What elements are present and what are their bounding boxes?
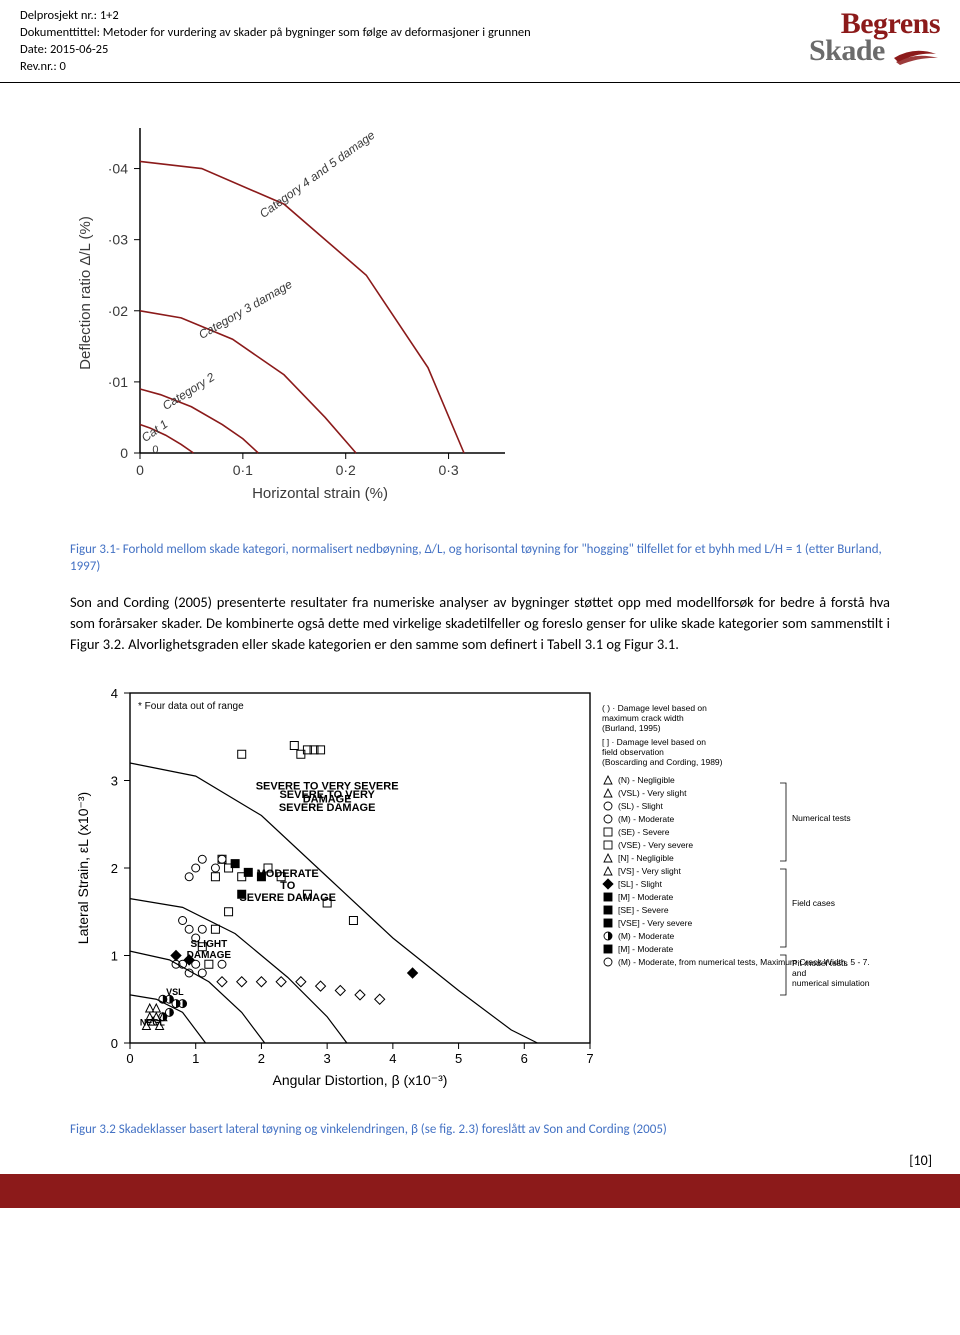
header-line-rev: Rev.nr.: 0: [20, 59, 531, 76]
svg-text:(Boscarding and Cording, 1989): (Boscarding and Cording, 1989): [602, 757, 723, 767]
svg-text:Angular Distortion, β (x10⁻³): Angular Distortion, β (x10⁻³): [273, 1072, 448, 1088]
fig31-caption: Figur 3.1- Forhold mellom skade kategori…: [70, 541, 890, 576]
header-meta: Delprosjekt nr.: 1+2 Dokumenttittel: Met…: [20, 8, 531, 76]
svg-text:Category 4 and 5 damage: Category 4 and 5 damage: [257, 127, 378, 220]
svg-text:7: 7: [586, 1051, 593, 1066]
page-footer-bar: [0, 1174, 960, 1208]
svg-text:MODERATE: MODERATE: [257, 867, 319, 879]
header-line-date: Date: 2015-06-25: [20, 42, 531, 59]
page-number: [10]: [909, 1152, 932, 1169]
fig32-caption: Figur 3.2 Skadeklasser basert lateral tø…: [70, 1121, 890, 1139]
svg-text:2: 2: [258, 1051, 265, 1066]
svg-text:numerical simulations: numerical simulations: [792, 978, 870, 988]
logo-bottom-text: Skade: [809, 37, 885, 64]
svg-text:maximum crack width: maximum crack width: [602, 713, 684, 723]
svg-text:·01: ·01: [108, 373, 128, 389]
svg-text:Horizontal strain (%): Horizontal strain (%): [252, 485, 388, 502]
svg-text:Deflection ratio Δ/L (%): Deflection ratio Δ/L (%): [77, 216, 94, 370]
header-line-title: Dokumenttittel: Metoder for vurdering av…: [20, 25, 531, 42]
svg-text:5: 5: [455, 1051, 462, 1066]
page-header: Delprosjekt nr.: 1+2 Dokumenttittel: Met…: [0, 0, 960, 83]
svg-text:Cat 1: Cat 1: [139, 416, 171, 444]
svg-text:·03: ·03: [108, 231, 128, 247]
svg-text:and: and: [792, 968, 806, 978]
svg-text:(M) - Moderate: (M) - Moderate: [618, 814, 674, 824]
svg-text:Numerical tests: Numerical tests: [792, 813, 851, 823]
svg-text:1: 1: [192, 1051, 199, 1066]
svg-text:Lateral Strain, εL (x10⁻³): Lateral Strain, εL (x10⁻³): [75, 791, 91, 943]
svg-text:field observation: field observation: [602, 747, 664, 757]
svg-text:* Four data out of range: * Four data out of range: [138, 701, 244, 712]
svg-text:[SL] - Slight: [SL] - Slight: [618, 879, 663, 889]
fig32-chart: 0 1 2 3 4 5 6 7 0 1 2 3 4 Angular Distortion, β (x10⁻…: [70, 673, 870, 1093]
svg-text:2: 2: [111, 861, 118, 876]
svg-text:·02: ·02: [108, 302, 128, 318]
svg-text:(Burland, 1995): (Burland, 1995): [602, 723, 661, 733]
svg-text:TO: TO: [280, 879, 296, 891]
body-paragraph: Son and Cording (2005) presenterte resul…: [70, 592, 890, 655]
svg-text:(M) - Moderate, from numeric: (M) - Moderate, from numerical tests, Ma…: [618, 957, 870, 967]
svg-text:·04: ·04: [108, 160, 128, 176]
logo-top-text: Begrens: [809, 10, 940, 37]
swoosh-icon: [892, 44, 940, 69]
svg-text:(VSL) - Very slight: (VSL) - Very slight: [618, 788, 687, 798]
svg-text:Category 3 damage: Category 3 damage: [196, 276, 295, 341]
svg-text:6: 6: [521, 1051, 528, 1066]
svg-text:3: 3: [111, 773, 118, 788]
svg-text:DAMAGE: DAMAGE: [303, 793, 352, 805]
svg-text:0: 0: [152, 444, 158, 456]
fig31-chart: 0 0·1 0·2 0·3 0 ·01 ·02 ·03 ·04 Horizontal strain…: [70, 113, 530, 513]
svg-text:[VSE] - Very severe: [VSE] - Very severe: [618, 918, 692, 928]
svg-text:(SE) - Severe: (SE) - Severe: [618, 827, 670, 837]
svg-text:[N] - Negligible: [N] - Negligible: [618, 853, 674, 863]
svg-text:SEVERE TO VERY SEVERE: SEVERE TO VERY SEVERE: [256, 780, 399, 792]
svg-text:[M] - Moderate: [M] - Moderate: [618, 892, 674, 902]
svg-text:1: 1: [111, 948, 118, 963]
svg-text:3: 3: [324, 1051, 331, 1066]
svg-text:(SL) - Slight: (SL) - Slight: [618, 801, 664, 811]
page-content: 0 0·1 0·2 0·3 0 ·01 ·02 ·03 ·04 Horizontal strain…: [0, 83, 960, 1175]
svg-text:( ) · Damage level based on: ( ) · Damage level based on: [602, 703, 707, 713]
svg-text:4: 4: [389, 1051, 396, 1066]
svg-text:0·3: 0·3: [438, 462, 458, 478]
svg-text:0·1: 0·1: [233, 462, 253, 478]
svg-text:0: 0: [120, 445, 128, 461]
figure-3-2: 0 1 2 3 4 5 6 7 0 1 2 3 4 Angular Distortion, β (x10⁻…: [70, 673, 890, 1097]
header-line-project: Delprosjekt nr.: 1+2: [20, 8, 531, 25]
svg-text:SLIGHT: SLIGHT: [191, 938, 228, 949]
svg-text:0: 0: [136, 462, 144, 478]
svg-text:0: 0: [111, 1036, 118, 1051]
svg-text:SEVERE DAMAGE: SEVERE DAMAGE: [239, 891, 336, 903]
svg-text:[VS] - Very slight: [VS] - Very slight: [618, 866, 681, 876]
svg-text:(M) - Moderate: (M) - Moderate: [618, 931, 674, 941]
svg-text:[M] - Moderate: [M] - Moderate: [618, 944, 674, 954]
svg-text:[ ] · Damage level based on: [ ] · Damage level based on: [602, 737, 706, 747]
svg-text:(VSE) - Very severe: (VSE) - Very severe: [618, 840, 693, 850]
svg-text:0·2: 0·2: [336, 462, 356, 478]
svg-text:[SE] - Severe: [SE] - Severe: [618, 905, 669, 915]
figure-3-1: 0 0·1 0·2 0·3 0 ·01 ·02 ·03 ·04 Horizontal strain…: [70, 113, 890, 517]
logo: Begrens Skade: [809, 8, 940, 69]
svg-text:4: 4: [111, 686, 118, 701]
svg-text:0: 0: [126, 1051, 133, 1066]
svg-text:(N) - Negligible: (N) - Negligible: [618, 775, 675, 785]
svg-text:Field cases: Field cases: [792, 898, 835, 908]
